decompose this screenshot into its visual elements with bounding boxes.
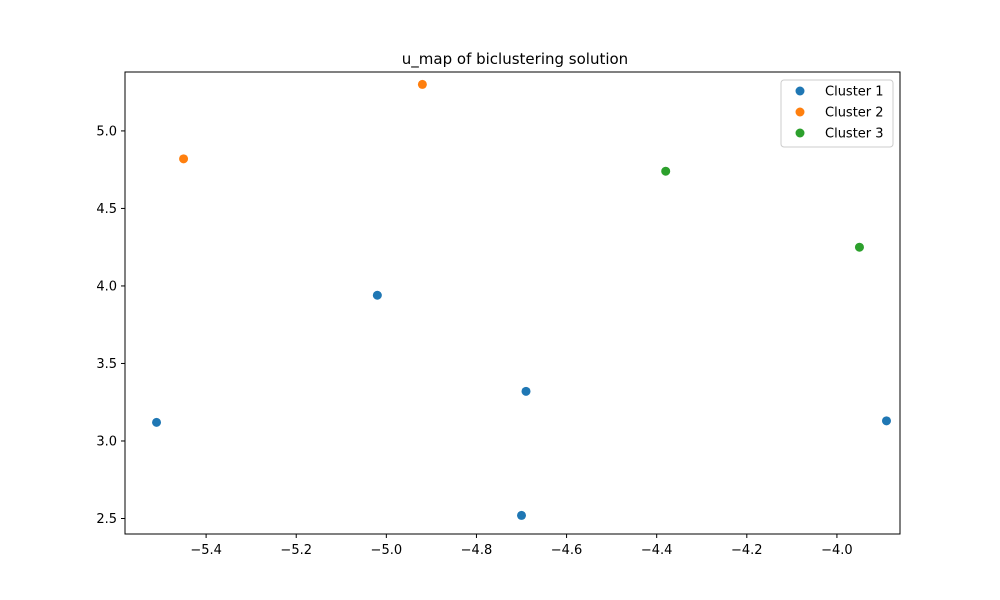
y-tick-label: 4.0 — [96, 279, 117, 294]
y-tick-label: 3.0 — [96, 434, 117, 449]
legend-label: Cluster 2 — [825, 106, 884, 121]
data-points — [152, 79, 891, 520]
data-point — [881, 416, 891, 426]
legend-label: Cluster 1 — [825, 85, 884, 100]
y-tick-label: 2.5 — [96, 512, 117, 527]
x-tick-label: −5.2 — [280, 543, 312, 558]
x-tick-label: −5.4 — [190, 543, 222, 558]
legend-box — [780, 79, 894, 148]
x-tick-label: −4.6 — [551, 543, 583, 558]
data-point — [517, 510, 527, 520]
x-tick-label: −4.2 — [731, 543, 763, 558]
data-point — [152, 417, 162, 427]
x-tick-label: −4.4 — [641, 543, 673, 558]
data-point — [854, 242, 864, 252]
legend-marker — [795, 86, 805, 96]
data-point — [661, 166, 671, 176]
y-axis: 2.5 3.0 3.5 4.0 4.5 5.0 — [96, 124, 125, 527]
y-tick-label: 3.5 — [96, 357, 117, 372]
y-tick-label: 4.5 — [96, 202, 117, 217]
legend-label: Cluster 3 — [825, 127, 884, 142]
data-point — [521, 386, 531, 396]
x-tick-label: −5.0 — [371, 543, 403, 558]
data-point — [179, 154, 189, 164]
y-tick-label: 5.0 — [96, 124, 117, 139]
data-point — [372, 290, 382, 300]
x-tick-label: −4.0 — [821, 543, 853, 558]
legend-marker — [795, 128, 805, 138]
plot-area-frame — [124, 71, 901, 535]
x-axis: −5.4 −5.2 −5.0 −4.8 −4.6 −4.4 −4.2 −4.0 — [190, 534, 853, 558]
chart-title: u_map of biclustering solution — [402, 50, 628, 69]
x-tick-label: −4.8 — [461, 543, 493, 558]
data-point — [417, 79, 427, 89]
legend-marker — [795, 107, 805, 117]
legend: Cluster 1 Cluster 2 Cluster 3 — [780, 79, 894, 148]
